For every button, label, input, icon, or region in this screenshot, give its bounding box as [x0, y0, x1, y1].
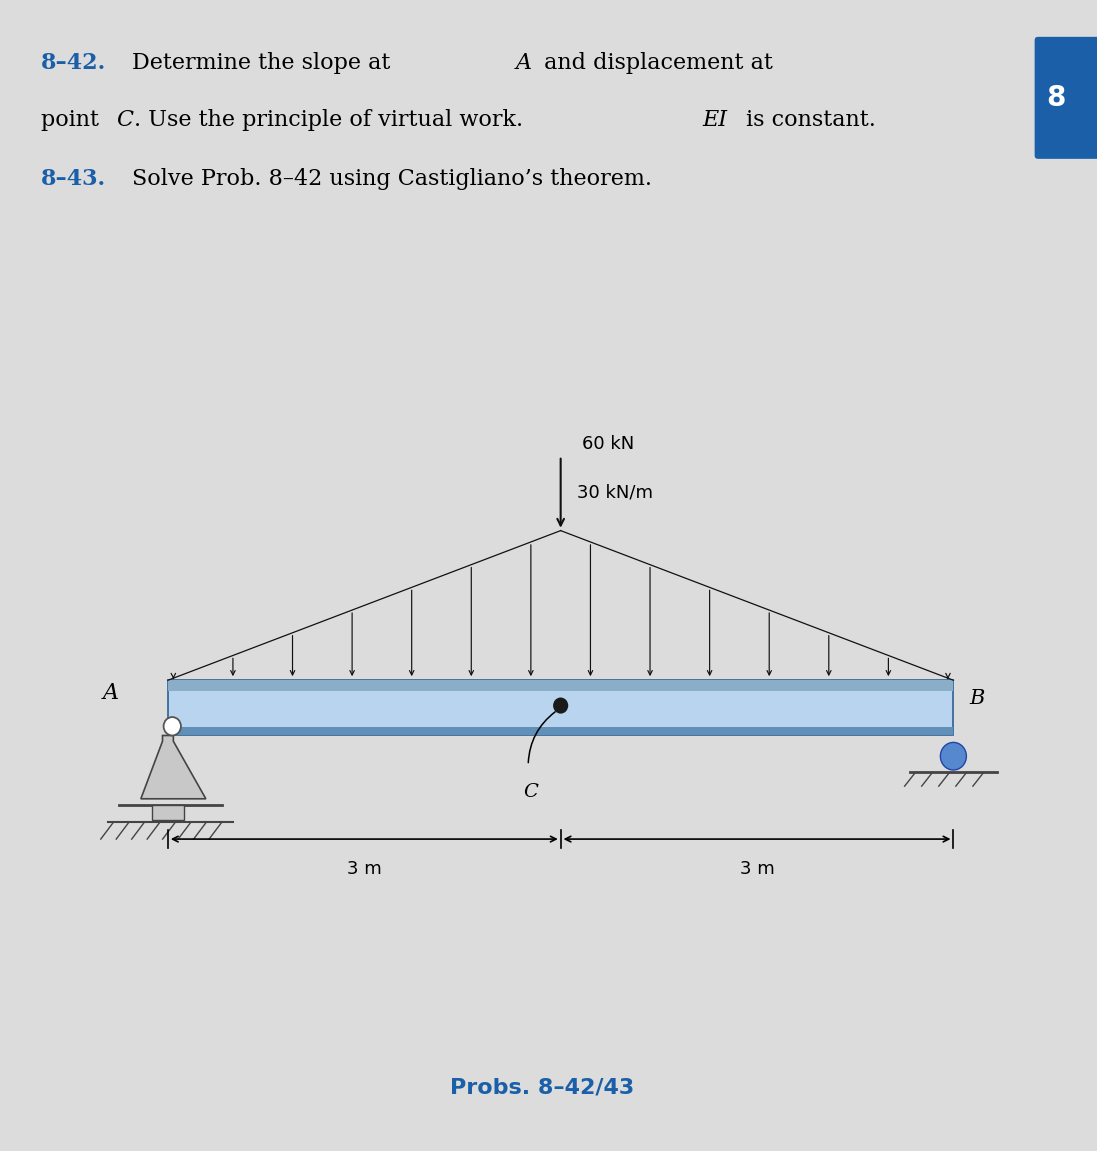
Text: . Use the principle of virtual work.: . Use the principle of virtual work. [134, 109, 531, 131]
Text: C: C [116, 109, 133, 131]
Text: B: B [970, 689, 985, 708]
Polygon shape [140, 735, 206, 799]
Text: EI: EI [702, 109, 727, 131]
Text: Determine the slope at: Determine the slope at [132, 52, 398, 74]
Circle shape [940, 742, 966, 770]
Text: is constant.: is constant. [739, 109, 875, 131]
Bar [168, 680, 953, 735]
Bar [151, 805, 184, 820]
Text: Probs. 8–42/43: Probs. 8–42/43 [450, 1077, 634, 1098]
Text: point: point [42, 109, 106, 131]
Text: A: A [103, 681, 120, 704]
Text: A: A [516, 52, 532, 74]
Circle shape [553, 698, 568, 714]
Circle shape [163, 717, 181, 735]
Text: and displacement at: and displacement at [538, 52, 773, 74]
Text: Solve Prob. 8–42 using Castigliano’s theorem.: Solve Prob. 8–42 using Castigliano’s the… [132, 168, 653, 190]
Bar [168, 727, 953, 735]
Text: 60 kN: 60 kN [583, 435, 634, 453]
Bar [168, 680, 953, 691]
Text: 30 kN/m: 30 kN/m [577, 483, 653, 502]
Text: 3 m: 3 m [347, 860, 382, 878]
Text: 8–42.: 8–42. [42, 52, 106, 74]
Text: 8: 8 [1047, 84, 1066, 112]
FancyBboxPatch shape [1034, 37, 1097, 159]
Text: 8–43.: 8–43. [42, 168, 106, 190]
Text: C: C [523, 783, 538, 801]
Text: 3 m: 3 m [739, 860, 774, 878]
